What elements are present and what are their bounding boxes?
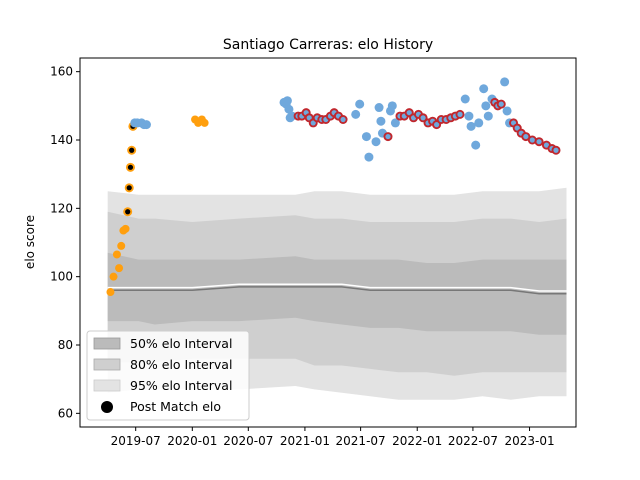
data-point [364, 152, 374, 162]
data-point [374, 103, 384, 113]
y-tick-label: 140 [50, 133, 73, 147]
x-tick-label: 2023-01 [504, 434, 554, 448]
x-tick-label: 2021-07 [336, 434, 386, 448]
data-point [106, 288, 115, 297]
legend-label-80: 80% elo Interval [130, 357, 232, 372]
data-point-core [434, 122, 440, 128]
data-point [115, 264, 124, 273]
data-point [355, 99, 365, 109]
data-point-core [536, 139, 542, 145]
data-point [479, 84, 489, 94]
data-point [117, 241, 126, 250]
data-point [141, 120, 151, 130]
data-point [466, 121, 476, 131]
data-point [284, 104, 294, 114]
legend-box [86, 330, 250, 421]
data-point [112, 250, 121, 259]
y-tick-label: 100 [50, 270, 73, 284]
y-tick-label: 160 [50, 65, 73, 79]
data-point-core [129, 147, 135, 153]
data-point [376, 116, 386, 126]
x-tick-label: 2021-01 [280, 434, 330, 448]
median-line-dark [107, 286, 567, 295]
median-lines [107, 283, 567, 295]
data-point [474, 118, 484, 128]
chart-title: Santiago Carreras: elo History [223, 37, 433, 53]
data-point-core [543, 142, 550, 148]
data-point [481, 101, 491, 111]
data-point-core [514, 125, 520, 131]
data-point [500, 77, 510, 87]
data-point [390, 118, 400, 128]
data-point-core [127, 164, 134, 170]
legend-marker-post-match [101, 401, 113, 413]
legend-label-post-match: Post Match elo [130, 399, 221, 414]
data-point [460, 94, 470, 104]
x-axis: 2019-07 2020-01 2020-07 2021-01 2021-07 2022-… [111, 427, 555, 448]
y-axis: 60 80 100 120 140 160 [50, 65, 80, 420]
x-tick-label: 2020-07 [223, 434, 273, 448]
data-point-core [126, 185, 132, 191]
plot-frame [79, 57, 577, 428]
legend: 50% elo Interval 80% elo Interval 95% el… [86, 330, 250, 421]
data-point [471, 140, 481, 150]
x-tick-label: 2022-01 [392, 434, 442, 448]
data-point-core [553, 147, 559, 153]
data-point-core [529, 137, 535, 143]
plot-area [79, 57, 577, 428]
data-point-core [510, 120, 517, 126]
data-point [200, 118, 209, 127]
legend-label-95: 95% elo Interval [130, 378, 232, 393]
data-point [351, 109, 361, 119]
legend-label-50: 50% elo Interval [130, 336, 232, 351]
data-points [106, 77, 561, 297]
median-line-light [107, 283, 567, 292]
x-tick-label: 2020-01 [167, 434, 217, 448]
y-tick-label: 120 [50, 201, 73, 215]
band-50 [107, 252, 567, 335]
data-point-core [385, 133, 391, 140]
data-point-core [310, 120, 316, 126]
data-point [287, 111, 297, 121]
data-point-core [340, 116, 346, 123]
legend-swatch-50 [93, 337, 121, 350]
data-point [387, 101, 397, 111]
data-point-core [406, 110, 412, 116]
x-tick-label: 2022-07 [448, 434, 498, 448]
data-point [121, 224, 130, 233]
y-tick-label: 60 [58, 406, 73, 420]
data-point [361, 132, 371, 142]
data-point [371, 137, 381, 147]
legend-swatch-80 [93, 358, 121, 371]
data-point-core [457, 111, 463, 117]
data-point-core [523, 133, 529, 140]
data-point [502, 106, 512, 116]
y-tick-label: 80 [58, 338, 73, 352]
data-point-core [498, 101, 504, 107]
data-point [109, 272, 118, 281]
x-tick-label: 2019-07 [111, 434, 161, 448]
data-point [282, 96, 292, 106]
y-axis-label: elo score [23, 215, 37, 269]
data-point-core [420, 115, 426, 121]
data-point [464, 111, 474, 121]
data-point-core [125, 209, 131, 215]
data-point-core [306, 115, 312, 121]
legend-swatch-95 [93, 379, 121, 392]
data-point [483, 111, 493, 121]
